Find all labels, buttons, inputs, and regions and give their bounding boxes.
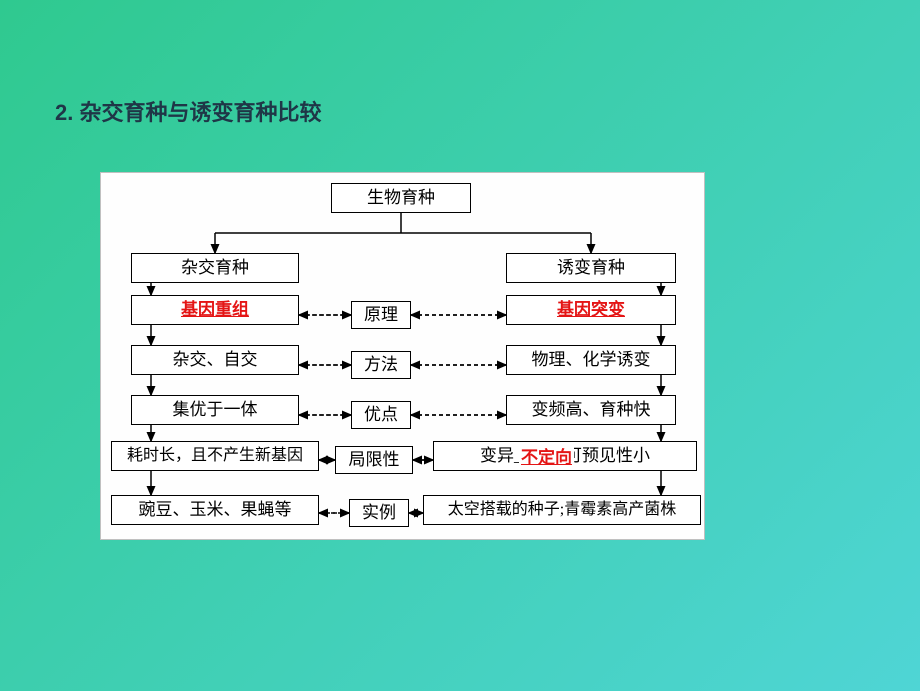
box-left4: 耗时长，且不产生新基因 [111, 441, 319, 471]
red-label-reorg: 基因重组 [181, 300, 249, 320]
red-label-mutation: 基因突变 [557, 300, 625, 320]
box-mid2: 方法 [351, 351, 411, 379]
box-mid4: 局限性 [335, 446, 413, 474]
box-left3: 集优于一体 [131, 395, 299, 425]
box-right5: 太空搭载的种子;青霉素高产菌株 [423, 495, 701, 525]
box-mid3: 优点 [351, 401, 411, 429]
box-right-head: 诱变育种 [506, 253, 676, 283]
box-mid1: 原理 [351, 301, 411, 329]
box-root: 生物育种 [331, 183, 471, 213]
diagram-container: 生物育种 杂交育种 诱变育种 原理 基因重组 基因突变 方法 杂交、自交 物理、… [100, 172, 705, 540]
box-left-head: 杂交育种 [131, 253, 299, 283]
box-right1: 基因突变 [506, 295, 676, 325]
box-left1: 基因重组 [131, 295, 299, 325]
box-right2: 物理、化学诱变 [506, 345, 676, 375]
box-left5: 豌豆、玉米、果蝇等 [111, 495, 319, 525]
box-right3: 变频高、育种快 [506, 395, 676, 425]
box-mid5: 实例 [349, 499, 409, 527]
red-overlay-budingxiang: 不定向 [519, 443, 574, 468]
page-title: 2. 杂交育种与诱变育种比较 [55, 95, 321, 127]
box-left2: 杂交、自交 [131, 345, 299, 375]
